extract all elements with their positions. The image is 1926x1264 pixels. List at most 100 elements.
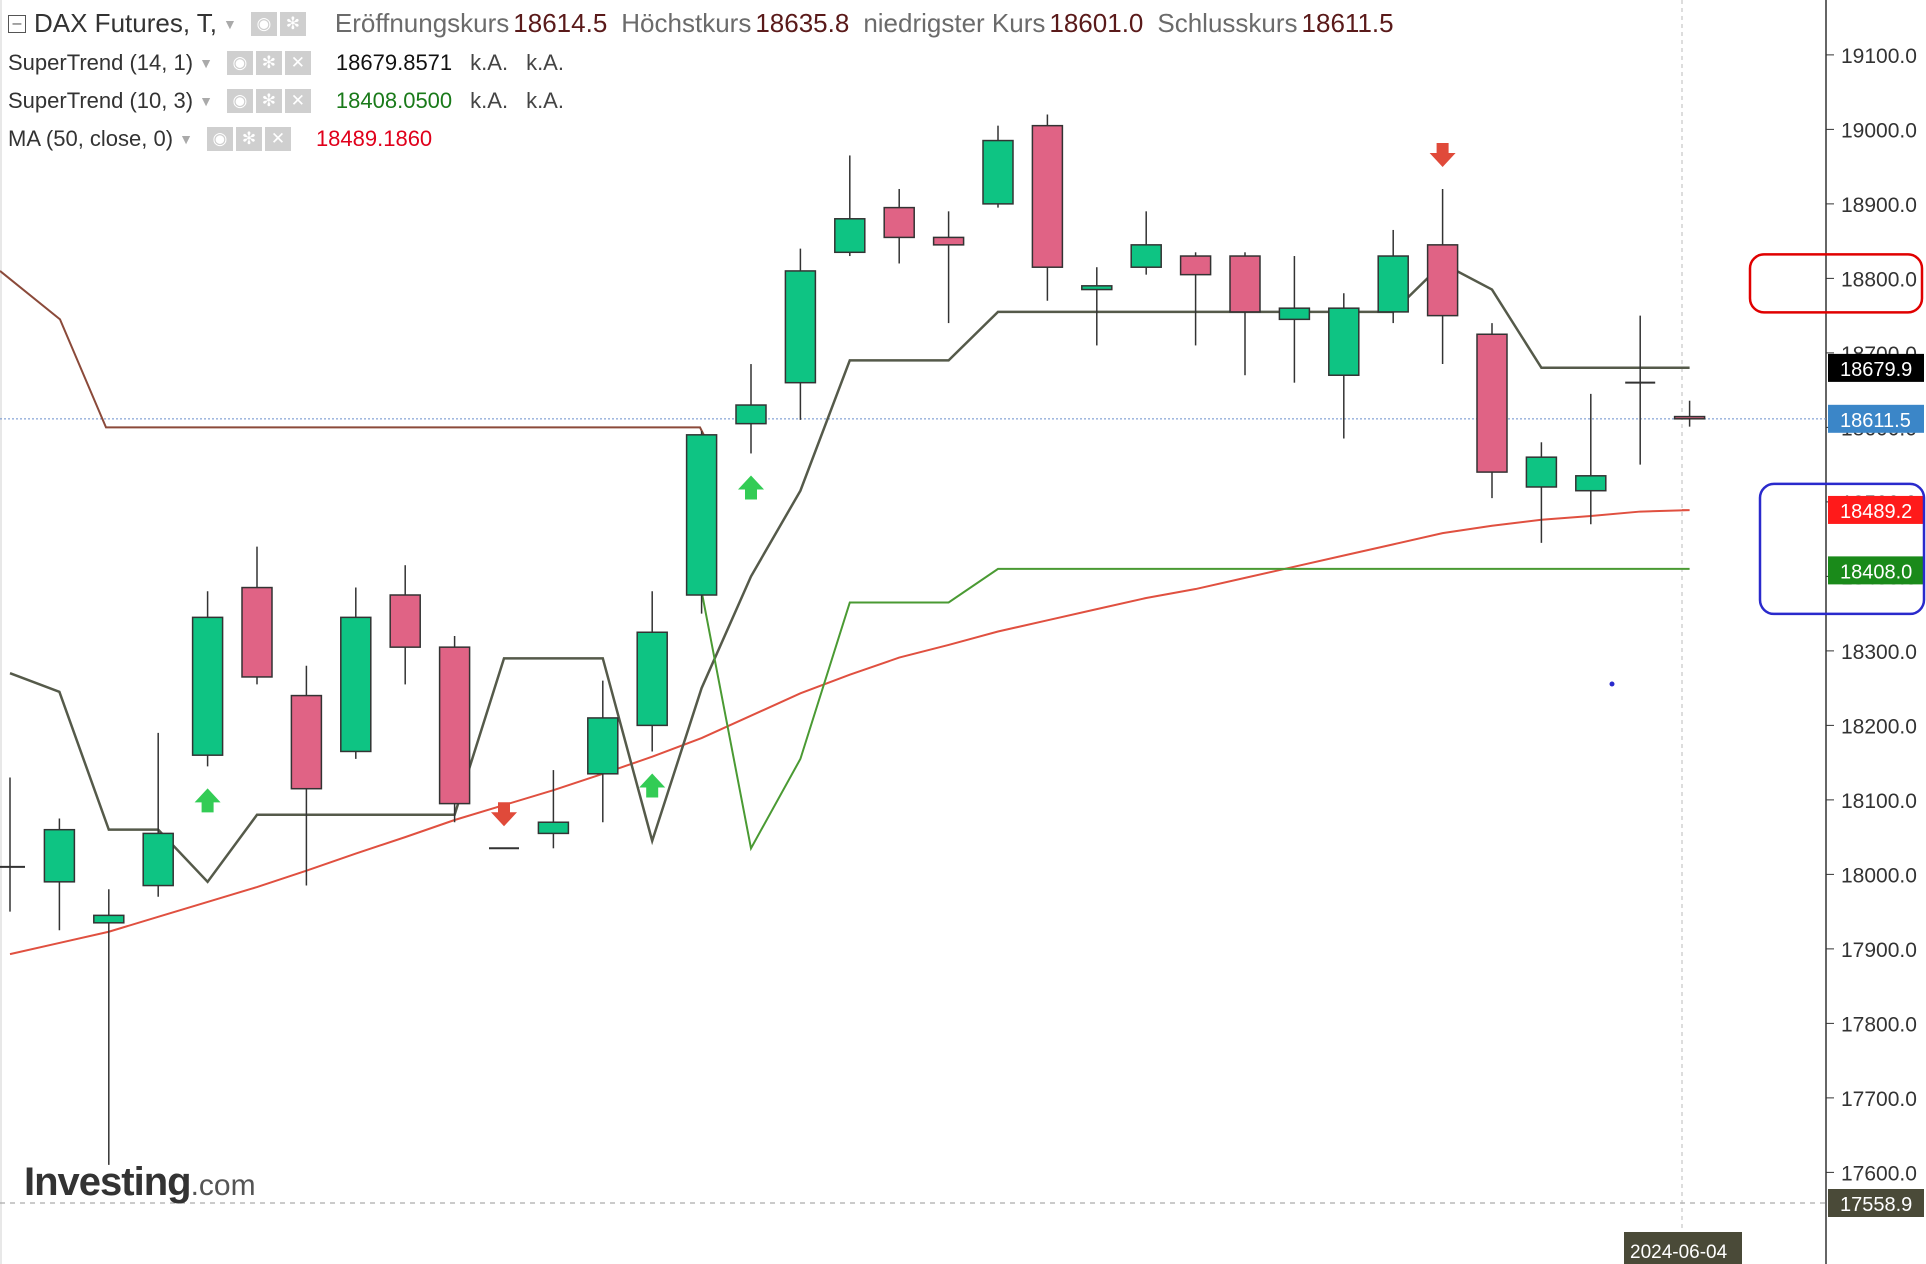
candle — [1229, 252, 1261, 376]
candle — [587, 680, 619, 823]
gear-icon[interactable]: ✻ — [235, 127, 262, 151]
supertrend-14-price-tag: 18679.9 — [1840, 359, 1912, 381]
chevron-down-icon[interactable]: ▼ — [223, 15, 237, 32]
candle-body — [191, 616, 224, 756]
candle-body — [1278, 307, 1311, 321]
candle-body — [636, 631, 668, 727]
candle-body — [241, 586, 273, 678]
candle — [1377, 229, 1409, 324]
candle-body — [1081, 285, 1113, 291]
indicator-extra: k.A. — [526, 88, 564, 113]
candle — [438, 635, 471, 823]
candle-body — [438, 646, 471, 805]
gear-icon[interactable]: ✻ — [279, 11, 306, 36]
chart-legend: – DAX Futures, T, ▼ ◉ ✻ Eröffnungskurs 1… — [0, 0, 1800, 160]
y-tick-label: 17900.0 — [1841, 939, 1917, 962]
candle-body — [537, 821, 570, 835]
candle-body — [1575, 475, 1607, 492]
candle-body — [1031, 124, 1064, 268]
gear-icon[interactable]: ✻ — [255, 89, 282, 113]
indicator-icon-set: ◉ ✻ ✕ — [226, 89, 314, 113]
high-value: 18635.8 — [755, 8, 850, 38]
last-price-tag: 18611.5 — [1840, 410, 1911, 432]
candle — [1328, 293, 1360, 439]
candle-body — [1179, 255, 1212, 276]
candle-body — [93, 914, 125, 924]
chevron-down-icon[interactable]: ▼ — [199, 55, 213, 71]
candle-body — [784, 270, 817, 384]
eye-icon[interactable]: ◉ — [250, 11, 277, 36]
supertrend-10-price-tag: 18408.0 — [1840, 561, 1912, 583]
candle — [685, 431, 718, 614]
indicator-extra: k.A. — [526, 50, 564, 75]
candle — [93, 889, 125, 1165]
eye-icon[interactable]: ◉ — [206, 127, 233, 151]
candle — [389, 565, 421, 685]
candle — [43, 818, 76, 931]
indicator-value: 18679.8571 — [335, 50, 453, 75]
gear-icon[interactable]: ✻ — [255, 51, 282, 75]
y-tick-label: 18800.0 — [1841, 268, 1917, 291]
low-price-tag-bg — [1828, 1189, 1924, 1217]
highlight-box-blue — [1758, 482, 1926, 616]
ma-price-tag-bg — [1828, 495, 1924, 524]
candle-body — [1328, 307, 1360, 376]
supertrend-10-line — [700, 567, 1690, 852]
indicator-extra: k.A. — [470, 88, 509, 113]
supertrend-10-price-tag-bg — [1828, 556, 1924, 585]
symbol-icon-set: ◉ ✻ — [250, 11, 309, 36]
indicator-name: SuperTrend (10, 3) — [8, 88, 194, 113]
collapse-icon[interactable]: – — [8, 14, 26, 33]
indicator-name: MA (50, close, 0) — [8, 126, 174, 151]
eye-icon[interactable]: ◉ — [226, 51, 253, 75]
buy-arrow-icon — [639, 773, 666, 798]
chevron-down-icon[interactable]: ▼ — [179, 131, 193, 147]
low-price-tag: 17558.9 — [1840, 1194, 1912, 1216]
close-icon[interactable]: ✕ — [264, 127, 291, 151]
brand-suffix: .com — [190, 1169, 256, 1202]
sell-arrow-icon — [491, 802, 517, 827]
candle — [1278, 256, 1311, 383]
candle — [636, 591, 668, 752]
candle — [982, 125, 1014, 208]
candle — [142, 732, 174, 897]
candle-body — [1525, 456, 1558, 488]
supertrend-upper-line — [0, 270, 706, 438]
close-icon[interactable]: ✕ — [284, 89, 311, 113]
candle — [1426, 188, 1459, 365]
marker-dot — [1609, 681, 1615, 687]
candle-body — [1130, 244, 1162, 268]
buy-arrow-icon — [194, 788, 221, 813]
indicator-icon-set: ◉ ✻ ✕ — [226, 51, 314, 75]
close-icon[interactable]: ✕ — [284, 51, 311, 75]
high-label: Höchstkurs — [621, 8, 752, 38]
candle-body — [1377, 255, 1409, 313]
indicator-icon-set: ◉ ✻ ✕ — [206, 127, 294, 151]
candle-body — [685, 434, 718, 596]
low-value: 18601.0 — [1049, 8, 1144, 38]
y-tick-label: 18200.0 — [1841, 715, 1917, 738]
indicator-row-supertrend-14: SuperTrend (14, 1) ▼ ◉ ✻ ✕ 18679.8571 k.… — [8, 50, 564, 76]
supertrend-14-line — [9, 261, 1690, 884]
eye-icon[interactable]: ◉ — [226, 89, 253, 113]
candle — [1179, 252, 1212, 346]
highlight-box-red — [1748, 253, 1924, 314]
candle — [1525, 442, 1558, 543]
chevron-down-icon[interactable]: ▼ — [199, 93, 213, 109]
ma-price-tag: 18489.2 — [1840, 501, 1912, 523]
open-value: 18614.5 — [513, 8, 608, 38]
y-tick-label: 17600.0 — [1841, 1162, 1917, 1185]
candle-body — [735, 404, 767, 425]
indicator-extra: k.A. — [470, 50, 509, 75]
supertrend-14-price-tag-bg — [1828, 353, 1924, 382]
price-header: – DAX Futures, T, ▼ ◉ ✻ Eröffnungskurs 1… — [8, 8, 1394, 39]
indicator-row-ma-50: MA (50, close, 0) ▼ ◉ ✻ ✕ 18489.1860 — [8, 126, 432, 152]
candle — [290, 665, 323, 886]
candle — [191, 591, 224, 767]
candle — [834, 155, 866, 257]
y-tick-label: 18900.0 — [1841, 194, 1917, 217]
sell-arrow-icon — [1429, 142, 1456, 167]
investing-logo: Investing.com — [24, 1160, 256, 1205]
y-tick-label: 17700.0 — [1841, 1088, 1917, 1111]
